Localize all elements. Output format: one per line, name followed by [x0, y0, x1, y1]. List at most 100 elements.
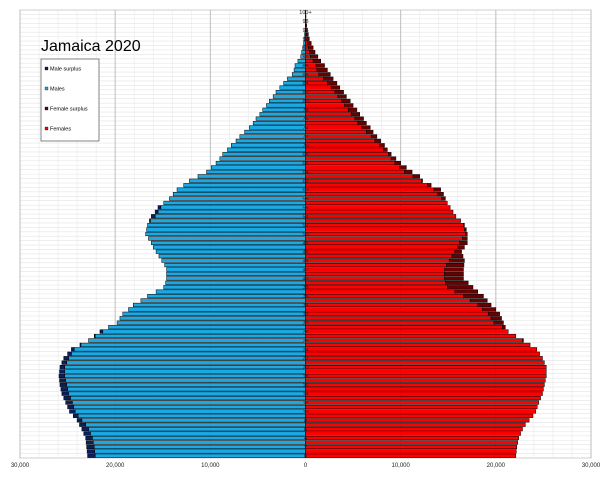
female-bar-age-74 — [306, 126, 362, 130]
age-label: 36 — [302, 294, 308, 300]
male-bar-age-24 — [74, 348, 305, 352]
female-bar-age-33 — [306, 308, 483, 312]
age-label: 44 — [302, 259, 308, 265]
male-bar-age-1 — [95, 450, 306, 454]
male-bar-age-52 — [148, 223, 306, 227]
male-surplus-bar-age-27 — [94, 334, 95, 338]
male-bar-age-47 — [153, 245, 305, 249]
male-bar-age-34 — [133, 303, 305, 307]
female-bar-age-72 — [306, 135, 372, 139]
female-bar-age-77 — [306, 112, 352, 116]
female-surplus-bar-age-80 — [342, 99, 351, 103]
female-bar-age-48 — [306, 241, 460, 245]
female-surplus-bar-age-66 — [395, 161, 401, 165]
male-bar-age-0 — [95, 454, 305, 458]
male-surplus-bar-age-3 — [86, 441, 93, 445]
male-bar-age-70 — [231, 143, 305, 147]
age-label: 42 — [302, 267, 308, 273]
female-surplus-bar-age-63 — [413, 175, 420, 179]
age-label: 16 — [302, 383, 308, 389]
male-bar-age-71 — [236, 139, 305, 143]
female-bar-age-42 — [306, 268, 445, 272]
female-bar-age-34 — [306, 303, 478, 307]
male-bar-age-36 — [148, 294, 306, 298]
male-bar-age-82 — [276, 90, 306, 94]
age-label: 74 — [302, 126, 308, 132]
male-bar-age-46 — [156, 250, 305, 254]
female-bar-age-1 — [306, 450, 517, 454]
age-label: 58 — [302, 197, 308, 203]
male-bar-age-18 — [65, 374, 306, 378]
legend-label-female-surplus: Female surplus — [50, 107, 88, 113]
age-label: 6 — [304, 427, 307, 433]
female-bar-age-24 — [306, 348, 537, 352]
male-bar-age-44 — [162, 259, 306, 263]
female-bar-age-38 — [306, 285, 448, 289]
female-surplus-bar-age-67 — [391, 157, 396, 161]
male-bar-age-61 — [184, 183, 306, 187]
male-bar-age-55 — [158, 210, 306, 214]
female-bar-age-66 — [306, 161, 395, 165]
male-bar-age-50 — [146, 232, 306, 236]
female-surplus-bar-age-77 — [351, 112, 360, 116]
female-surplus-bar-age-59 — [438, 192, 444, 196]
female-bar-age-17 — [306, 379, 546, 383]
male-bar-age-25 — [81, 343, 306, 347]
male-bar-age-63 — [198, 175, 306, 179]
female-surplus-bar-age-36 — [463, 294, 483, 298]
male-surplus-bar-age-18 — [59, 374, 65, 378]
female-surplus-bar-age-91 — [309, 50, 315, 54]
female-bar-age-58 — [306, 197, 442, 201]
female-bar-age-37 — [306, 290, 455, 294]
female-bar-age-16 — [306, 383, 545, 387]
male-bar-age-64 — [207, 170, 306, 174]
male-bar-age-43 — [165, 263, 306, 267]
female-bar-age-0 — [306, 454, 516, 458]
age-label: 56 — [302, 205, 308, 211]
female-bar-age-10 — [306, 410, 536, 414]
female-bar-age-23 — [306, 352, 540, 356]
female-bar-age-7 — [306, 423, 526, 427]
x-tick-label: 20,000 — [487, 463, 506, 469]
female-bar-age-54 — [306, 214, 456, 218]
male-bar-age-4 — [92, 436, 305, 440]
male-bar-age-37 — [156, 290, 305, 294]
age-label: 30 — [302, 321, 308, 327]
age-label: 10 — [302, 409, 308, 415]
male-surplus-bar-age-23 — [68, 352, 72, 356]
female-surplus-bar-age-48 — [460, 241, 468, 245]
female-bar-age-84 — [306, 81, 328, 85]
age-label: 90 — [302, 55, 308, 61]
age-label: 18 — [302, 374, 308, 380]
male-surplus-bar-age-21 — [62, 361, 67, 365]
male-bar-age-9 — [78, 414, 305, 418]
female-bar-age-28 — [306, 330, 509, 334]
female-bar-age-46 — [306, 250, 455, 254]
female-surplus-bar-age-51 — [464, 228, 466, 232]
female-surplus-bar-age-86 — [319, 72, 330, 76]
male-bar-age-59 — [173, 192, 305, 196]
male-bar-age-22 — [69, 356, 306, 360]
age-label: 12 — [302, 401, 308, 407]
male-bar-age-19 — [65, 370, 306, 374]
female-bar-age-69 — [306, 148, 384, 152]
x-tick-label: 0 — [304, 463, 308, 469]
age-label: 46 — [302, 250, 308, 256]
male-bar-age-7 — [86, 423, 306, 427]
age-label: 2 — [304, 445, 307, 451]
female-bar-age-59 — [306, 192, 438, 196]
age-label: 0 — [304, 454, 307, 460]
age-label: 14 — [302, 392, 308, 398]
female-bar-age-76 — [306, 117, 355, 121]
male-bar-age-27 — [95, 334, 305, 338]
female-bar-age-12 — [306, 401, 539, 405]
female-surplus-bar-age-29 — [502, 325, 505, 329]
male-bar-age-15 — [68, 387, 306, 391]
age-label: 78 — [302, 108, 308, 114]
female-surplus-bar-age-82 — [335, 90, 344, 94]
female-bar-age-40 — [306, 277, 445, 281]
male-surplus-bar-age-14 — [62, 392, 69, 396]
female-bar-age-8 — [306, 418, 530, 422]
age-label: 60 — [302, 188, 308, 194]
